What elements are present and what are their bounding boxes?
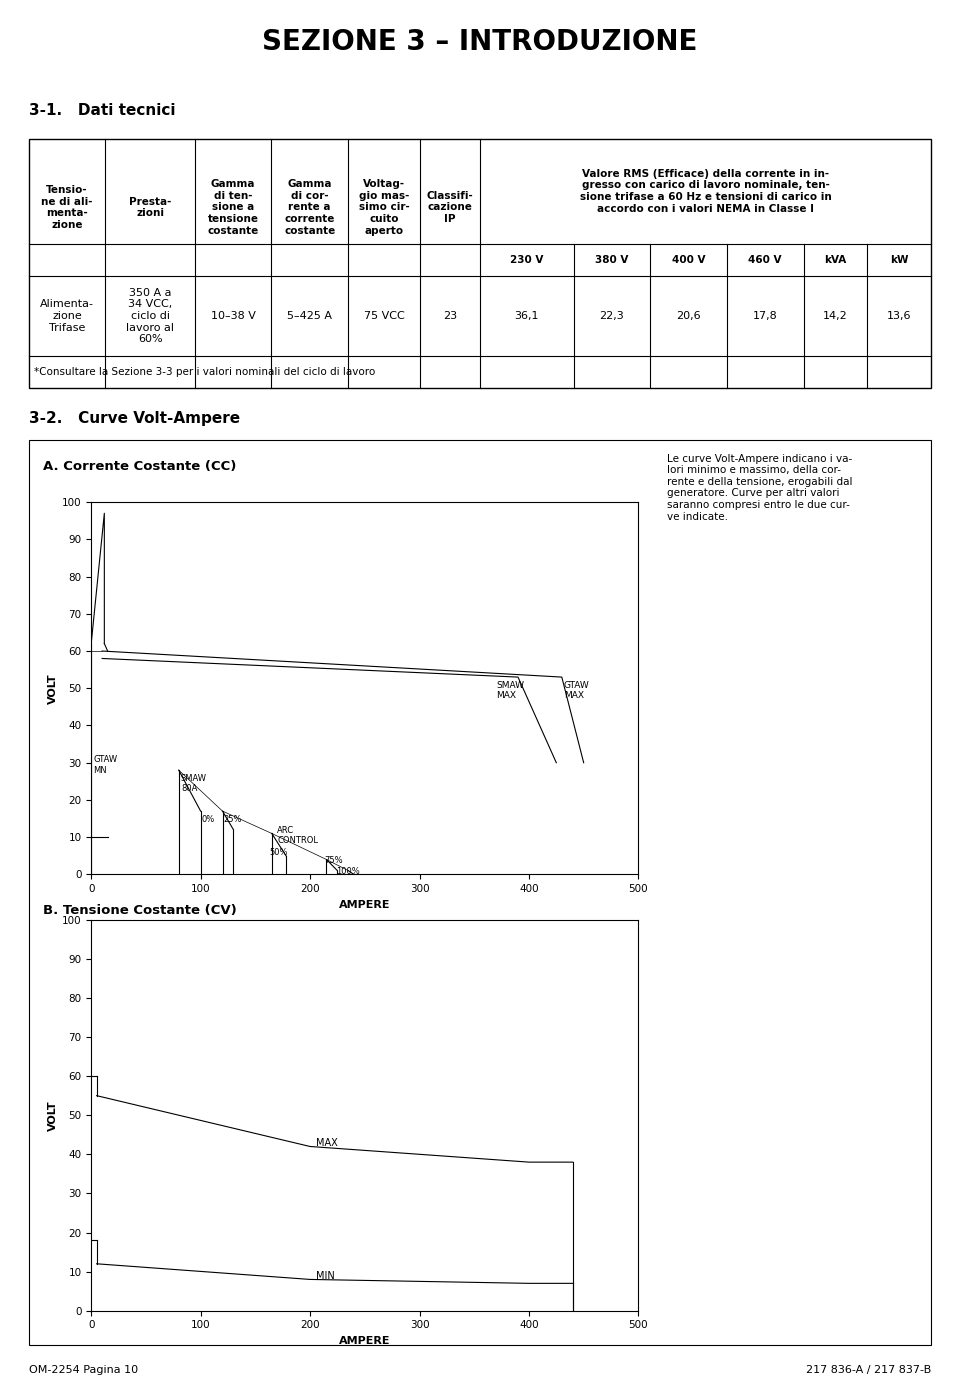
Text: GTAW
MAX: GTAW MAX: [564, 681, 589, 700]
Text: ARC
CONTROL: ARC CONTROL: [277, 827, 319, 846]
Text: SEZIONE 3 – INTRODUZIONE: SEZIONE 3 – INTRODUZIONE: [262, 28, 698, 55]
Text: kW: kW: [890, 255, 908, 265]
Text: 13,6: 13,6: [887, 311, 912, 320]
Text: Alimenta-
zione
Trifase: Alimenta- zione Trifase: [40, 300, 94, 333]
Text: SMAW
80A: SMAW 80A: [180, 774, 207, 793]
Text: 3-2.   Curve Volt-Ampere: 3-2. Curve Volt-Ampere: [29, 412, 240, 426]
Text: 14,2: 14,2: [823, 311, 848, 320]
Text: Voltag-
gio mas-
simo cir-
cuito
aperto: Voltag- gio mas- simo cir- cuito aperto: [359, 179, 410, 236]
Text: 20,6: 20,6: [676, 311, 701, 320]
Text: 460 V: 460 V: [749, 255, 782, 265]
Text: OM-2254 Pagina 10: OM-2254 Pagina 10: [29, 1365, 138, 1376]
Text: 217 836-A / 217 837-B: 217 836-A / 217 837-B: [806, 1365, 931, 1376]
Text: 3-1.   Dati tecnici: 3-1. Dati tecnici: [29, 104, 176, 118]
Text: 75%: 75%: [324, 856, 343, 865]
Text: 50%: 50%: [270, 849, 288, 857]
Y-axis label: VOLT: VOLT: [48, 1100, 58, 1130]
Text: 17,8: 17,8: [753, 311, 778, 320]
Text: Tensio-
ne di ali-
menta-
zione: Tensio- ne di ali- menta- zione: [41, 184, 93, 230]
Text: 380 V: 380 V: [595, 255, 629, 265]
Text: Presta-
zioni: Presta- zioni: [129, 197, 171, 218]
Text: Valore RMS (Efficace) della corrente in in-
gresso con carico di lavoro nominale: Valore RMS (Efficace) della corrente in …: [580, 169, 831, 214]
Text: 400 V: 400 V: [672, 255, 706, 265]
Y-axis label: VOLT: VOLT: [48, 673, 58, 703]
Text: 25%: 25%: [224, 814, 242, 824]
Text: Le curve Volt-Ampere indicano i va-
lori minimo e massimo, della cor-
rente e de: Le curve Volt-Ampere indicano i va- lori…: [667, 454, 852, 522]
Text: 5–425 A: 5–425 A: [287, 311, 332, 320]
X-axis label: AMPERE: AMPERE: [339, 1336, 391, 1345]
Text: *Consultare la Sezione 3-3 per i valori nominali del ciclo di lavoro: *Consultare la Sezione 3-3 per i valori …: [34, 368, 374, 377]
Text: kVA: kVA: [825, 255, 847, 265]
Text: B. Tensione Costante (CV): B. Tensione Costante (CV): [43, 904, 237, 917]
Text: 230 V: 230 V: [510, 255, 543, 265]
Text: GTAW
MN: GTAW MN: [93, 756, 117, 775]
Text: 22,3: 22,3: [600, 311, 624, 320]
X-axis label: AMPERE: AMPERE: [339, 900, 391, 910]
Text: 36,1: 36,1: [515, 311, 540, 320]
Text: Gamma
di ten-
sione a
tensione
costante: Gamma di ten- sione a tensione costante: [207, 179, 259, 236]
Text: 350 A a
34 VCC,
ciclo di
lavoro al
60%: 350 A a 34 VCC, ciclo di lavoro al 60%: [126, 287, 174, 344]
Text: 0%: 0%: [202, 814, 215, 824]
Text: 23: 23: [444, 311, 457, 320]
Text: Classifi-
cazione
IP: Classifi- cazione IP: [427, 191, 473, 223]
Text: 100%: 100%: [336, 867, 360, 877]
Text: SMAW
MAX: SMAW MAX: [496, 681, 524, 700]
Text: 75 VCC: 75 VCC: [364, 311, 404, 320]
Text: A. Corrente Costante (CC): A. Corrente Costante (CC): [43, 460, 236, 473]
Text: MIN: MIN: [316, 1270, 334, 1280]
Text: MAX: MAX: [316, 1137, 337, 1147]
Text: 10–38 V: 10–38 V: [210, 311, 255, 320]
Text: Gamma
di cor-
rente a
corrente
costante: Gamma di cor- rente a corrente costante: [284, 179, 335, 236]
